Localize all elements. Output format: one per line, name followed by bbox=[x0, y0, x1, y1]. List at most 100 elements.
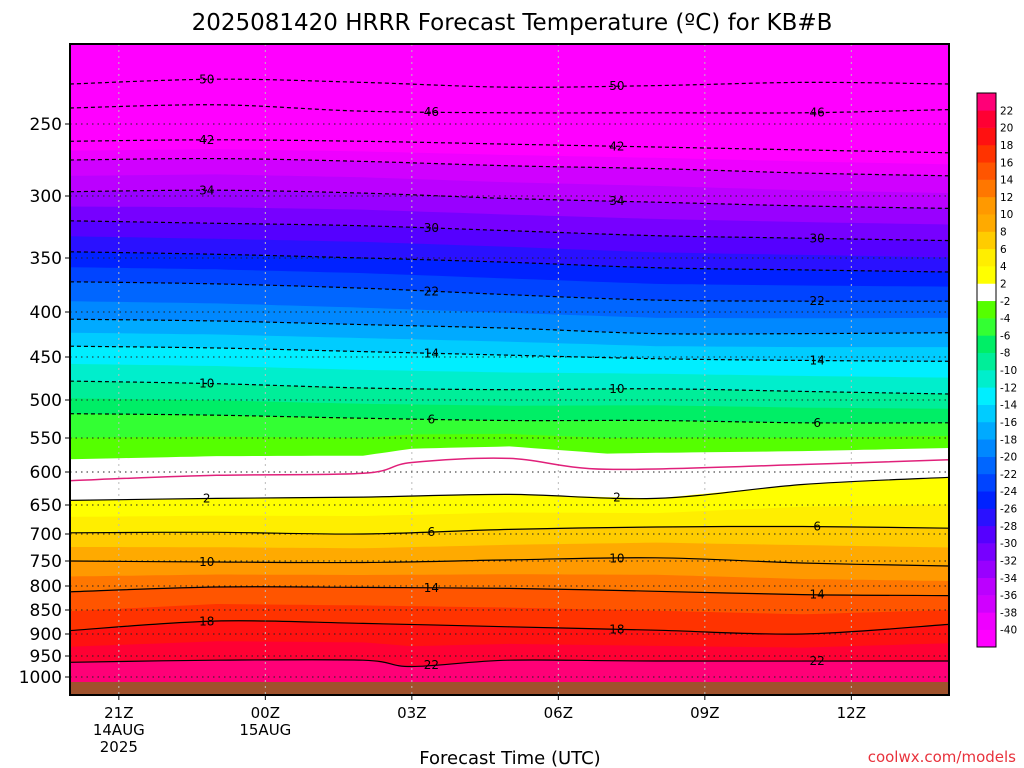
colorbar-swatch bbox=[977, 248, 996, 267]
contour-label: 2 bbox=[203, 492, 211, 506]
colorbar-swatch bbox=[977, 525, 996, 544]
contour-label: 10 bbox=[609, 382, 624, 396]
x-tick-label: 09Z bbox=[690, 704, 719, 722]
contour-line bbox=[70, 659, 949, 668]
contour-label: 30 bbox=[810, 231, 825, 245]
colorbar-tick-label: -32 bbox=[1000, 555, 1017, 567]
contour-line bbox=[70, 586, 949, 597]
colorbar-tick-label: -40 bbox=[1000, 625, 1017, 637]
colorbar: -40-38-36-34-32-30-28-26-24-22-20-18-16-… bbox=[976, 92, 1017, 648]
y-tick-label: 750 bbox=[30, 552, 62, 572]
colorbar-tick-label: -20 bbox=[1000, 452, 1017, 464]
colorbar-tick-label: -6 bbox=[1000, 330, 1011, 342]
x-tick-label: 03Z bbox=[397, 704, 426, 722]
x-axis-label: Forecast Time (UTC) bbox=[419, 748, 600, 768]
contour-label: 2 bbox=[613, 490, 621, 504]
colorbar-tick-label: -18 bbox=[1000, 434, 1017, 446]
chart-title: 2025081420 HRRR Forecast Temperature (ºC… bbox=[192, 10, 833, 36]
y-tick-label: 300 bbox=[30, 187, 62, 207]
contour-label: 14 bbox=[424, 346, 439, 360]
colorbar-swatch bbox=[977, 300, 996, 319]
contour-label: 6 bbox=[813, 520, 821, 534]
colorbar-swatch bbox=[977, 196, 996, 215]
colorbar-swatch bbox=[977, 404, 996, 423]
contour-label: 6 bbox=[428, 525, 436, 539]
y-tick-label: 950 bbox=[30, 647, 62, 667]
x-tick-label: 12Z bbox=[837, 704, 866, 722]
y-tick-label: 250 bbox=[30, 115, 62, 135]
colorbar-frame bbox=[976, 92, 997, 648]
colorbar-tick-label: 22 bbox=[1000, 105, 1013, 117]
colorbar-swatch bbox=[977, 231, 996, 250]
y-tick-label: 850 bbox=[30, 601, 62, 621]
contour-label: 6 bbox=[813, 416, 821, 430]
colorbar-tick-label: -28 bbox=[1000, 521, 1017, 533]
contour-label: 30 bbox=[424, 221, 439, 235]
x-tick-sublabel: 2025 bbox=[100, 738, 138, 756]
contour-label: 10 bbox=[609, 551, 624, 565]
colorbar-swatch bbox=[977, 318, 996, 336]
colorbar-tick-label: 8 bbox=[1000, 227, 1007, 239]
colorbar-swatch bbox=[977, 473, 996, 492]
contour-label: 14 bbox=[424, 581, 439, 595]
y-tick-label: 500 bbox=[30, 391, 62, 411]
y-tick-label: 450 bbox=[30, 348, 62, 368]
colorbar-swatch bbox=[977, 456, 996, 475]
colorbar-tick-label: -8 bbox=[1000, 348, 1010, 360]
colorbar-tick-label: -12 bbox=[1000, 382, 1017, 394]
colorbar-swatch bbox=[977, 439, 996, 457]
colorbar-tick-label: 4 bbox=[1000, 261, 1007, 273]
contour-label: 50 bbox=[609, 79, 624, 93]
contour-label: 34 bbox=[199, 183, 214, 197]
colorbar-swatch bbox=[977, 127, 996, 146]
colorbar-swatch bbox=[977, 266, 996, 284]
colorbar-swatch bbox=[977, 93, 996, 111]
y-tick-label: 700 bbox=[30, 525, 62, 545]
freezing-line bbox=[70, 457, 949, 482]
colorbar-tick-label: 16 bbox=[1000, 157, 1014, 169]
colorbar-swatch bbox=[977, 144, 996, 163]
plot-frame bbox=[69, 43, 950, 696]
contour-line bbox=[70, 476, 949, 501]
contour-label: 10 bbox=[199, 555, 214, 569]
colorbar-tick-label: 10 bbox=[1000, 209, 1013, 221]
colorbar-tick-label: 12 bbox=[1000, 192, 1013, 204]
contour-label: 10 bbox=[199, 376, 214, 390]
contour-label: 22 bbox=[424, 658, 439, 672]
credit-link[interactable]: coolwx.com/models bbox=[868, 748, 1016, 766]
colorbar-swatch bbox=[977, 543, 996, 561]
contour-label: 22 bbox=[810, 654, 825, 668]
colorbar-swatch bbox=[977, 612, 996, 630]
y-tick-label: 600 bbox=[30, 463, 62, 483]
colorbar-tick-label: -38 bbox=[1000, 607, 1017, 619]
x-tick-sublabel: 14AUG bbox=[93, 721, 145, 739]
y-tick-label: 350 bbox=[30, 249, 62, 269]
colorbar-tick-label: -24 bbox=[1000, 486, 1017, 498]
colorbar-tick-label: -30 bbox=[1000, 538, 1017, 550]
contour-line bbox=[70, 557, 949, 567]
colorbar-tick-label: -34 bbox=[1000, 573, 1017, 585]
colorbar-tick-label: 18 bbox=[1000, 140, 1013, 152]
colorbar-tick-label: -10 bbox=[1000, 365, 1017, 377]
colorbar-swatch bbox=[977, 560, 996, 579]
colorbar-tick-label: -14 bbox=[1000, 400, 1017, 412]
contour-label: 18 bbox=[199, 615, 214, 629]
x-tick-label: 21Z bbox=[104, 704, 133, 722]
y-tick-label: 400 bbox=[30, 303, 62, 323]
contour-label: 46 bbox=[424, 105, 439, 119]
contour-line bbox=[70, 525, 949, 535]
x-tick-sublabel: 15AUG bbox=[239, 721, 291, 739]
contour-label: 18 bbox=[609, 622, 624, 636]
colorbar-swatch bbox=[977, 491, 996, 509]
contour-label: 34 bbox=[609, 194, 624, 208]
ground-band bbox=[70, 682, 949, 695]
colorbar-swatch bbox=[977, 179, 996, 198]
colorbar-tick-label: -2 bbox=[1000, 296, 1010, 308]
colorbar-tick-label: 2 bbox=[1000, 278, 1007, 290]
colorbar-swatch bbox=[977, 421, 996, 440]
y-tick-label: 650 bbox=[30, 496, 62, 516]
